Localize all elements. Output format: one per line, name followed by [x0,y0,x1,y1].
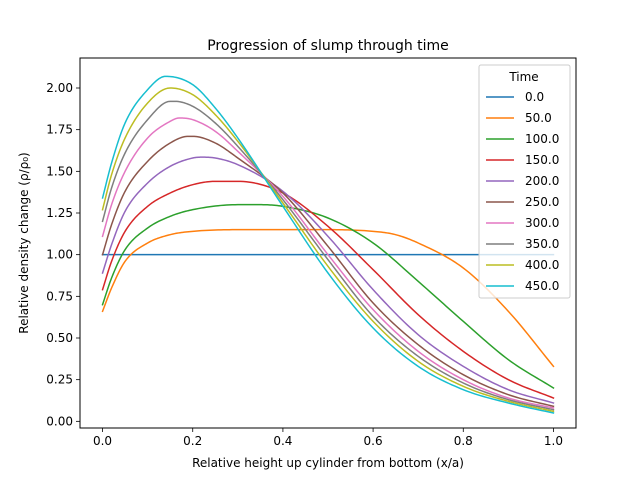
series-line-2 [101,203,555,390]
legend-label-1: 50.0 [525,111,552,125]
y-tick-label: 1.00 [46,248,73,262]
legend-label-2: 100.0 [525,132,559,146]
legend: Time 0.0 50.0 100.0 150.0 200.0 250.0 300.0 350… [478,64,571,299]
legend-label-7: 350.0 [525,237,559,251]
x-axis-ticks: 0.0 0.2 0.4 0.6 0.8 1.0 [93,428,563,448]
y-axis-ticks: 0.00 0.25 0.50 0.75 1.00 1.25 1.50 1.75 2.00 [46,81,80,428]
x-axis-label: Relative height up cylinder from bottom … [192,456,464,470]
series-line-9 [101,75,555,414]
series-line-1 [101,228,555,368]
y-tick-label: 0.00 [46,414,73,428]
series-layer [101,75,555,414]
legend-label-6: 300.0 [525,216,559,230]
series-line-8 [101,87,555,413]
x-tick-label: 0.6 [364,434,383,448]
x-tick-label: 0.2 [183,434,202,448]
y-tick-label: 2.00 [46,81,73,95]
series-line-5 [101,135,555,408]
y-tick-label: 0.50 [46,331,73,345]
y-tick-label: 0.75 [46,289,73,303]
x-tick-label: 0.8 [454,434,473,448]
legend-label-4: 200.0 [525,174,559,188]
series-line-6 [101,117,555,409]
x-tick-label: 0.0 [93,434,112,448]
legend-label-5: 250.0 [525,195,559,209]
legend-label-8: 400.0 [525,258,559,272]
x-tick-label: 0.4 [273,434,292,448]
x-tick-label: 1.0 [544,434,563,448]
legend-box [478,64,571,299]
chart-title: Progression of slump through time [207,38,449,54]
y-tick-label: 1.25 [46,206,73,220]
y-tick-label: 1.75 [46,123,73,137]
legend-title: Time [508,70,538,84]
y-tick-label: 1.50 [46,164,73,178]
y-axis-label: Relative density change (ρ/ρ₀) [17,152,31,333]
y-tick-label: 0.25 [46,373,73,387]
series-line-4 [101,156,555,404]
legend-label-9: 450.0 [525,279,559,293]
series-line-3 [101,180,555,399]
legend-label-3: 150.0 [525,153,559,167]
plot-frame [79,57,577,429]
legend-label-0: 0.0 [525,90,544,104]
series-line-7 [101,100,555,411]
